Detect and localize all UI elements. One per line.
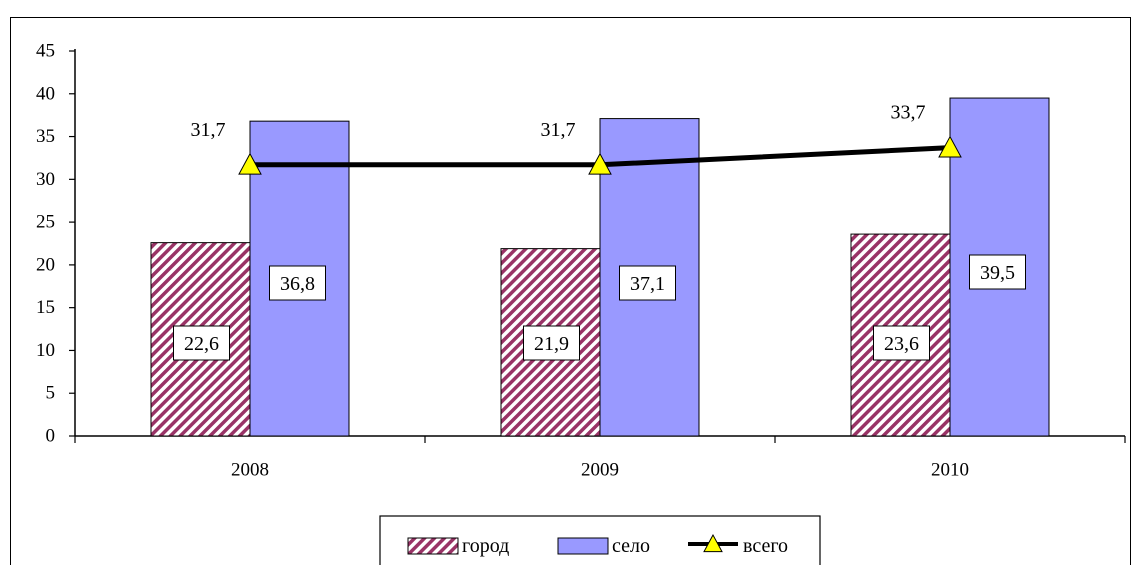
data-label-selo-box bbox=[619, 265, 676, 301]
legend-label-gorod: город bbox=[462, 535, 509, 557]
y-tick-label: 10 bbox=[36, 340, 55, 361]
data-label-gorod-box bbox=[173, 325, 230, 361]
data-label-gorod: 22,6 bbox=[184, 333, 219, 355]
marker-vsego bbox=[588, 152, 612, 175]
legend-swatch-vsego-marker bbox=[703, 533, 723, 553]
y-tick-label: 35 bbox=[36, 126, 55, 147]
legend-label-selo: село bbox=[612, 535, 650, 557]
marker-vsego bbox=[238, 152, 262, 175]
data-label-selo-box bbox=[969, 254, 1026, 290]
marker-vsego bbox=[938, 135, 962, 158]
x-category-label: 2009 bbox=[581, 460, 619, 481]
data-label-gorod-box bbox=[523, 325, 580, 361]
x-category-label: 2010 bbox=[931, 460, 969, 481]
data-label-selo: 36,8 bbox=[280, 273, 315, 295]
plot-area: 0 5 10 15 20 25 30 35 40 45 2008 2009 2010 22,6 21,9 23… bbox=[36, 41, 1126, 481]
y-tick-label: 5 bbox=[46, 383, 56, 404]
legend-swatch-gorod bbox=[407, 537, 459, 555]
y-tick-label: 45 bbox=[36, 41, 55, 62]
legend-label-vsego: всего bbox=[743, 535, 788, 557]
data-label-selo-box bbox=[269, 265, 326, 301]
y-tick-label: 20 bbox=[36, 254, 55, 275]
legend: город село всего bbox=[379, 515, 821, 565]
data-label-vsego: 33,7 bbox=[891, 102, 926, 124]
y-tick-label: 30 bbox=[36, 169, 55, 190]
data-label-gorod: 21,9 bbox=[534, 333, 569, 355]
bar-gorod bbox=[850, 233, 951, 437]
data-label-selo: 39,5 bbox=[980, 262, 1015, 284]
data-label-selo: 37,1 bbox=[630, 273, 665, 295]
y-tick-label: 15 bbox=[36, 297, 55, 318]
y-tick-label: 0 bbox=[46, 426, 56, 447]
data-label-vsego: 31,7 bbox=[191, 119, 226, 141]
x-category-label: 2008 bbox=[231, 460, 269, 481]
y-tick-label: 25 bbox=[36, 212, 55, 233]
data-label-gorod: 23,6 bbox=[884, 333, 919, 355]
y-tick-label: 40 bbox=[36, 83, 55, 104]
legend-swatch-selo bbox=[557, 537, 609, 555]
data-label-vsego: 31,7 bbox=[541, 119, 576, 141]
data-label-gorod-box bbox=[873, 325, 930, 361]
